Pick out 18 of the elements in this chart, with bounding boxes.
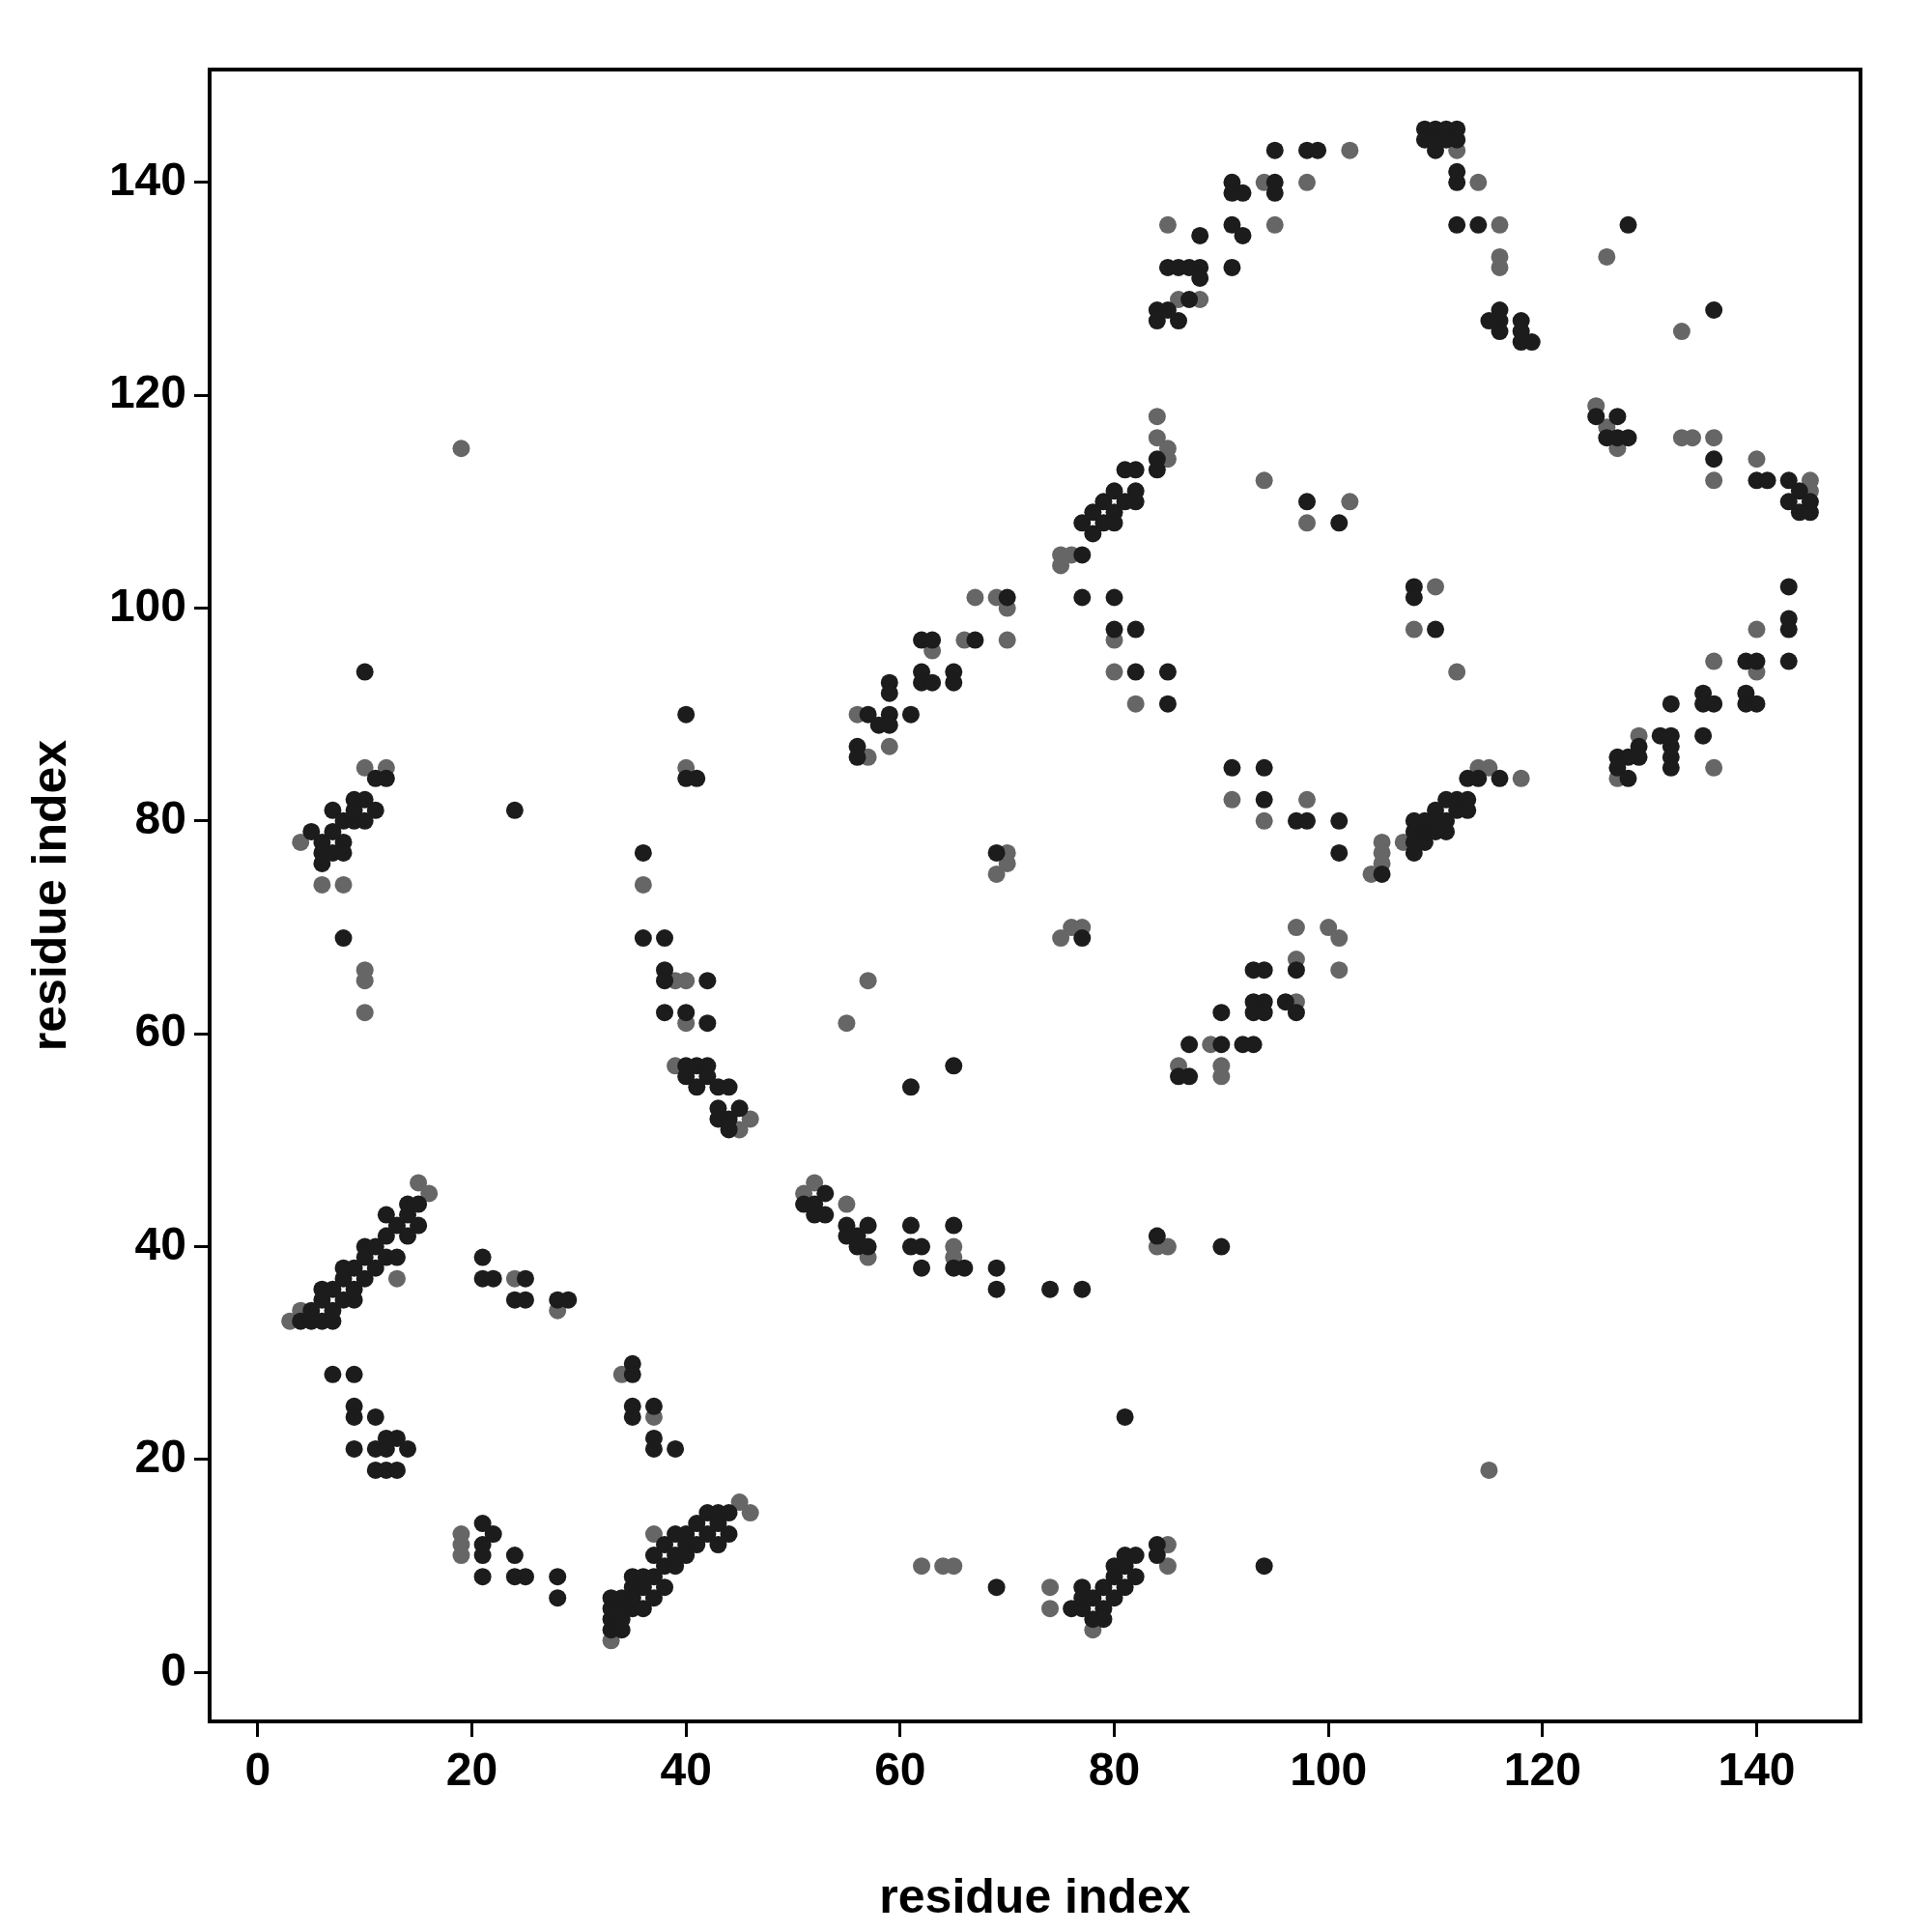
x-tick-label: 0: [244, 1744, 271, 1796]
x-tick-label: 120: [1503, 1744, 1581, 1796]
y-tick-label: 60: [134, 1005, 186, 1057]
y-tick-label: 0: [160, 1643, 186, 1695]
y-axis-title: residue index: [21, 739, 76, 1052]
x-tick-label: 40: [660, 1744, 712, 1796]
y-tick-label: 100: [108, 579, 186, 631]
y-tick-label: 140: [108, 154, 186, 206]
x-tick-label: 80: [1088, 1744, 1141, 1796]
y-tick-label: 80: [134, 792, 186, 844]
x-axis-title: residue index: [879, 1868, 1191, 1923]
y-tick-label: 40: [134, 1217, 186, 1269]
x-tick-label: 60: [874, 1744, 926, 1796]
x-tick-label: 100: [1290, 1744, 1368, 1796]
x-tick-label: 20: [445, 1744, 498, 1796]
x-tick-label: 140: [1718, 1744, 1796, 1796]
y-tick-label: 20: [134, 1431, 186, 1483]
y-tick-label: 120: [108, 366, 186, 418]
